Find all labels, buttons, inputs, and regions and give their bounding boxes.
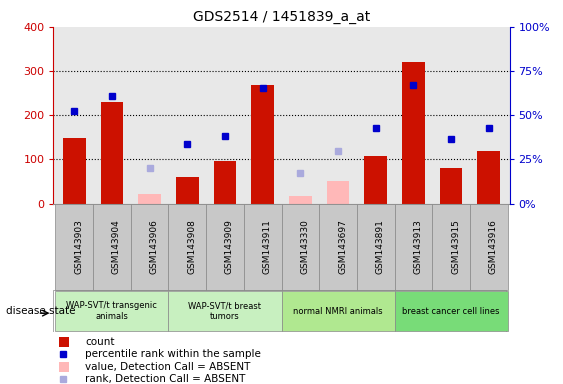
FancyBboxPatch shape — [168, 204, 206, 290]
Bar — [440, 168, 462, 204]
Text: GSM143891: GSM143891 — [376, 219, 385, 274]
Text: GSM143911: GSM143911 — [263, 219, 272, 274]
Text: GSM143915: GSM143915 — [451, 219, 460, 274]
Bar — [176, 177, 199, 204]
Bar — [59, 362, 69, 372]
FancyBboxPatch shape — [357, 204, 395, 290]
Text: GSM143908: GSM143908 — [187, 219, 196, 274]
FancyBboxPatch shape — [395, 204, 432, 290]
Text: GSM143903: GSM143903 — [74, 219, 83, 274]
Text: WAP-SVT/t transgenic
animals: WAP-SVT/t transgenic animals — [66, 301, 157, 321]
FancyBboxPatch shape — [55, 204, 93, 290]
FancyBboxPatch shape — [55, 291, 168, 331]
Text: breast cancer cell lines: breast cancer cell lines — [403, 306, 500, 316]
Text: value, Detection Call = ABSENT: value, Detection Call = ABSENT — [86, 361, 251, 372]
Bar — [327, 182, 349, 204]
FancyBboxPatch shape — [168, 291, 282, 331]
Bar — [364, 156, 387, 204]
Text: GSM143913: GSM143913 — [413, 219, 422, 274]
Bar — [63, 138, 86, 204]
Bar — [289, 196, 312, 204]
FancyBboxPatch shape — [93, 204, 131, 290]
Text: GSM143909: GSM143909 — [225, 219, 234, 274]
Text: GSM143904: GSM143904 — [112, 219, 121, 274]
Bar — [402, 62, 425, 204]
Bar — [101, 102, 123, 204]
FancyBboxPatch shape — [432, 204, 470, 290]
FancyBboxPatch shape — [470, 204, 508, 290]
Text: GSM143330: GSM143330 — [300, 219, 309, 274]
FancyBboxPatch shape — [206, 204, 244, 290]
Bar — [251, 85, 274, 204]
Text: disease state: disease state — [6, 306, 75, 316]
Text: WAP-SVT/t breast
tumors: WAP-SVT/t breast tumors — [189, 301, 261, 321]
FancyBboxPatch shape — [282, 204, 319, 290]
Text: GSM143916: GSM143916 — [489, 219, 498, 274]
FancyBboxPatch shape — [319, 204, 357, 290]
Bar — [59, 336, 69, 346]
Text: percentile rank within the sample: percentile rank within the sample — [86, 349, 261, 359]
Text: GSM143906: GSM143906 — [150, 219, 159, 274]
Text: count: count — [86, 336, 115, 347]
FancyBboxPatch shape — [395, 291, 508, 331]
Text: GSM143697: GSM143697 — [338, 219, 347, 274]
Bar — [138, 194, 161, 204]
Bar — [214, 161, 236, 204]
Bar — [477, 151, 500, 204]
FancyBboxPatch shape — [131, 204, 168, 290]
Text: rank, Detection Call = ABSENT: rank, Detection Call = ABSENT — [86, 374, 246, 384]
FancyBboxPatch shape — [244, 204, 282, 290]
FancyBboxPatch shape — [282, 291, 395, 331]
Text: GDS2514 / 1451839_a_at: GDS2514 / 1451839_a_at — [193, 10, 370, 23]
Text: normal NMRI animals: normal NMRI animals — [293, 306, 383, 316]
